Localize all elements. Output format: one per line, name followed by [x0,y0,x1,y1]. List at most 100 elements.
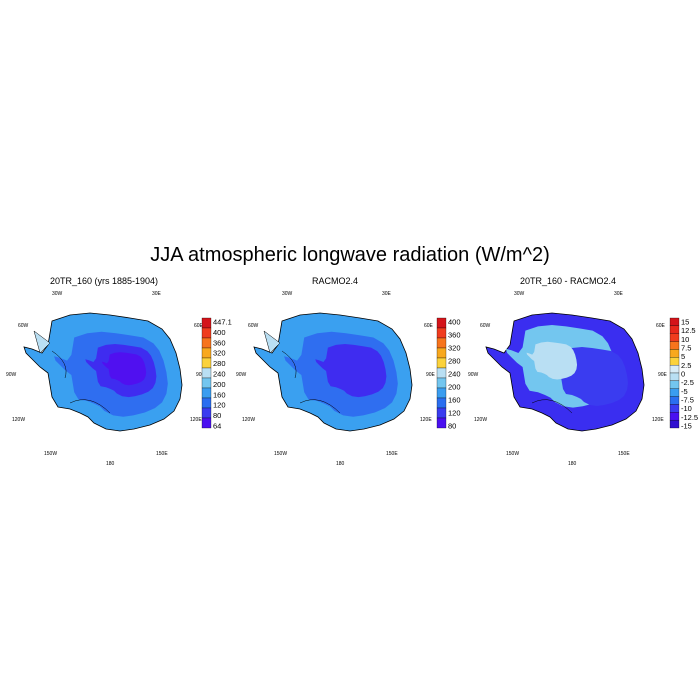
lon-label: 120E [652,417,664,423]
colorbar-swatch [669,325,680,334]
colorbar-label: 120 [213,401,226,410]
lon-label: 150E [618,451,630,457]
colorbar-swatch [201,387,212,399]
lon-label: 180 [568,461,577,467]
lon-label: 120W [12,417,25,423]
colorbar-label: 240 [448,370,461,379]
peninsula [263,330,281,354]
colorbar-swatch [669,419,680,429]
colorbar-label: 120 [448,409,461,418]
colorbar-label: 10 [681,335,689,344]
lon-label: 30E [614,291,624,297]
colorbar-label: 320 [213,349,226,358]
colorbar-label: 64 [213,422,221,431]
colorbar-swatch [201,327,212,339]
colorbar-label: -2.5 [681,378,694,387]
lon-label: 150W [44,451,57,457]
colorbar-swatch [436,417,447,429]
colorbar-swatch [669,412,680,421]
colorbar-swatch [201,337,212,349]
colorbar-swatch [201,377,212,389]
lon-label: 60W [480,323,491,329]
colorbar-label: -10 [681,404,692,413]
colorbar-swatch [436,407,447,419]
colorbar-swatch [669,404,680,413]
ice-shelf-line [69,399,111,414]
colorbar-swatch [669,364,680,374]
colorbar-swatch [201,397,212,409]
colorbar-swatch [669,317,680,327]
colorbar-swatch [436,327,447,339]
lon-label: 150W [506,451,519,457]
colorbar-label: 0 [681,370,685,379]
colorbar-swatch [669,396,680,405]
lon-label: 60E [424,323,434,329]
ice-shelf-line [51,350,67,379]
plateau-zone [315,344,387,398]
lon-label: 120E [190,417,202,423]
colorbar-label: 240 [213,370,226,379]
colorbar-label: 447.1 [213,318,232,327]
colorbar: 400 360 320 280 240 200 160 120 80 [436,317,461,431]
lon-label: 60E [194,323,204,329]
lon-label: 120W [242,417,255,423]
lon-label: 120W [474,417,487,423]
panel-title-left: 20TR_160 (yrs 1885-1904) [49,276,159,286]
colorbar-label: 400 [213,328,226,337]
colorbar-label: 200 [213,380,226,389]
ice-shelf-line [299,399,341,414]
lon-label: 30W [514,291,525,297]
lon-label: 60W [248,323,259,329]
colorbar-swatch [669,357,680,366]
colorbar-label: 160 [213,390,226,399]
colorbar-swatch [669,333,680,342]
colorbar-label: 12.5 [681,326,696,335]
lon-label: 150W [274,451,287,457]
map-panel-2: 30W 30E 60W 60E 90W 90E 120W 120E 150W 150E 180 [236,291,436,467]
ice-shelf-line [531,399,573,414]
colorbar-label: 160 [448,396,461,405]
panel-title-right: 20TR_160 - RACMO2.4 [519,276,617,286]
colorbar-label: 320 [448,344,461,353]
colorbar-swatch [669,341,680,350]
colorbar-swatch [669,349,680,358]
colorbar-swatch [201,317,212,329]
lon-label: 180 [336,461,345,467]
colorbar-label: 15 [681,318,689,327]
lon-label: 180 [106,461,115,467]
colorbar-swatch [201,407,212,419]
colorbar-swatch [201,417,212,429]
lon-label: 120E [420,417,432,423]
colorbar-label: 360 [448,331,461,340]
colorbar-swatch [201,367,212,379]
colorbar-label: 280 [213,359,226,368]
colorbar-label: 5 [681,352,685,361]
colorbar-label: 80 [448,422,456,431]
ice-shelf-line [281,350,297,379]
colorbar-swatch [669,388,680,397]
colorbar-swatch [436,317,447,329]
colorbar-label: 7.5 [681,344,691,353]
map-panel-3: 30W 30E 60W 60E 90W 90E 120W 120E 150W 150E 180 [468,291,668,467]
colorbar-swatch [669,372,680,382]
colorbar-swatch [436,347,447,359]
lon-label: 90W [468,372,479,378]
peninsula [33,330,51,354]
colorbar-swatch [436,357,447,369]
diff-zone-west [526,341,578,380]
colorbar-label: -5 [681,387,688,396]
lon-label: 30E [382,291,392,297]
lon-label: 60E [656,323,666,329]
colorbar-label: 80 [213,411,221,420]
colorbar-swatch [436,337,447,349]
lon-label: 150E [386,451,398,457]
colorbar-swatch [436,367,447,379]
lon-label: 90W [6,372,17,378]
lon-label: 90E [426,372,436,378]
lon-label: 60W [18,323,29,329]
map-panel-1: 30W 30E 60W 60E 90W 90E 120W 120E 150W 150E 180 [6,291,206,467]
figure-title: JJA atmospheric longwave radiation (W/m^… [150,244,550,266]
